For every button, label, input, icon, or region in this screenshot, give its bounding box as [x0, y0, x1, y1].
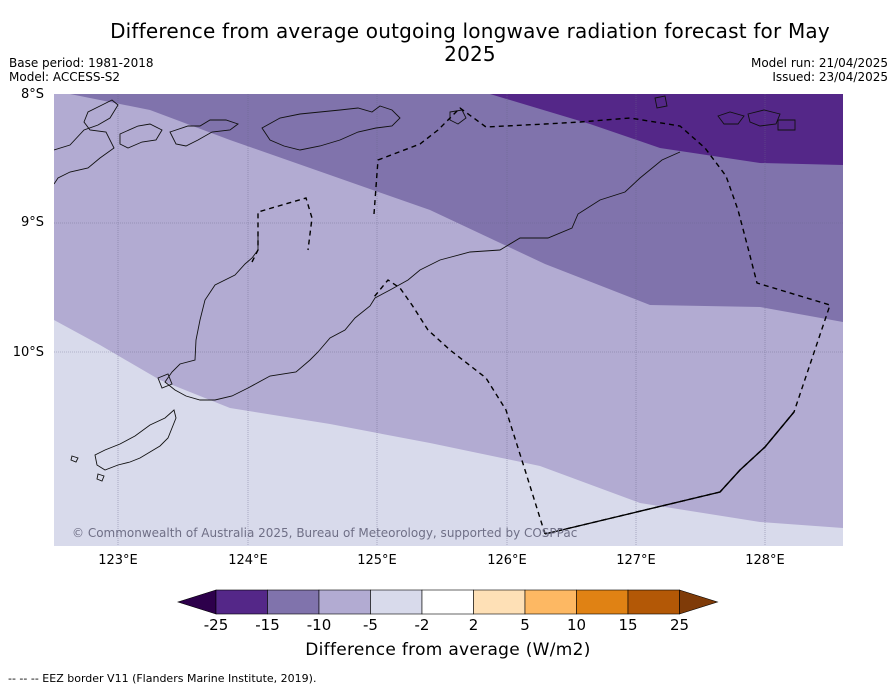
colorbar-segment — [421, 589, 474, 615]
colorbar-segment — [370, 589, 423, 615]
lat-label-10s: 10°S — [12, 345, 44, 360]
meta-right: Model run: 21/04/2025 Issued: 23/04/2025 — [751, 56, 888, 84]
eez-border — [251, 107, 831, 535]
coastline-islet-2 — [96, 473, 105, 482]
lat-label-9s: 9°S — [20, 215, 44, 230]
colorbar-segment — [267, 589, 320, 615]
lon-label-123e: 123°E — [98, 553, 138, 568]
colorbar-tick-label: 5 — [520, 616, 530, 634]
colorbar-tick-label: 2 — [468, 616, 479, 634]
colorbar-segment — [473, 589, 526, 615]
colorbar-label: Difference from average (W/m2) — [305, 640, 591, 660]
coastline-rote — [94, 409, 177, 471]
model-name: Model: ACCESS-S2 — [9, 70, 121, 84]
lon-label-124e: 124°E — [228, 553, 268, 568]
lon-label-128e: 128°E — [745, 553, 785, 568]
colorbar-segment — [318, 589, 371, 615]
colorbar-segment — [215, 589, 268, 615]
base-period: Base period: 1981-2018 — [9, 56, 154, 70]
colorbar-tick-label: 25 — [669, 616, 690, 634]
model-run: Model run: 21/04/2025 — [750, 56, 888, 70]
copyright-notice: © Commonwealth of Australia 2025, Bureau… — [72, 526, 578, 540]
lon-label-125e: 125°E — [357, 553, 397, 568]
coastline-islet-1 — [70, 455, 79, 463]
gridlines — [54, 94, 843, 546]
footnote-eez: -- -- -- EEZ border V11 (Flanders Marine… — [8, 672, 317, 685]
coastline-damar — [747, 109, 781, 127]
lat-label-8s: 8°S — [20, 87, 44, 102]
issued-date: Issued: 23/04/2025 — [772, 70, 888, 84]
coastline-islet-5 — [777, 119, 796, 131]
colorbar-extend-high — [679, 589, 719, 615]
colorbar-segment — [576, 589, 629, 615]
colorbar-tick-label: -25 — [203, 616, 229, 634]
shading-below-minus-15 — [490, 94, 843, 165]
coastline-flores — [54, 99, 119, 185]
lon-label-126e: 126°E — [487, 553, 527, 568]
page-title: Difference from average outgoing longwav… — [110, 19, 830, 66]
coastline-alor — [169, 119, 239, 147]
colorbar-tick-label: 10 — [566, 616, 587, 634]
colorbar-tick-label: -2 — [414, 616, 430, 634]
colorbar-tick-label: -10 — [306, 616, 332, 634]
lon-label-127e: 127°E — [616, 553, 656, 568]
colorbar-extend-low — [177, 589, 217, 615]
coastline-wetar — [261, 105, 401, 151]
meta-left: Base period: 1981-2018 Model: ACCESS-S2 — [9, 56, 154, 84]
coastline-babar — [717, 111, 745, 125]
coastline-islet-3 — [157, 373, 173, 389]
colorbar-segment — [627, 589, 680, 615]
coastline-islet-4 — [654, 95, 668, 109]
coastline-timor — [164, 151, 681, 401]
colorbar-tick-label: 15 — [618, 616, 638, 634]
colorbar-tick-label: -15 — [255, 616, 280, 634]
coastline-pantar — [119, 123, 163, 149]
shading-minus-15-to-minus-10 — [70, 94, 843, 322]
colorbar-segment — [524, 589, 577, 615]
eez-border-solid — [544, 411, 795, 535]
colorbar-tick-label: -5 — [363, 616, 378, 634]
